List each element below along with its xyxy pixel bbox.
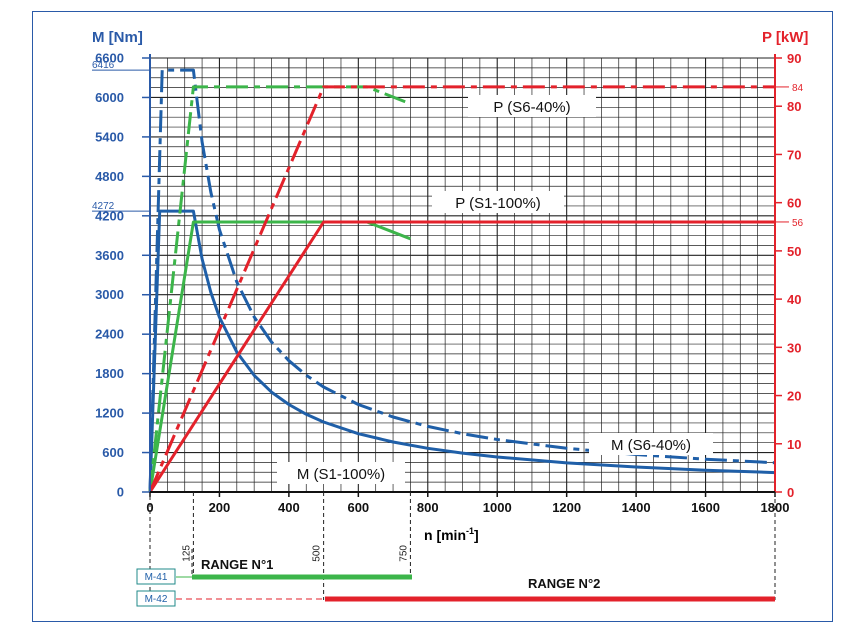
curve-label-p-s6-text: P (S6-40%) bbox=[493, 99, 570, 116]
series-red-dashdot bbox=[148, 85, 775, 493]
right-tick-label: 60 bbox=[787, 196, 801, 211]
curve-label-p-s1: P (S1-100%) bbox=[432, 191, 564, 213]
series-group bbox=[148, 68, 776, 493]
x-tick-label: 1000 bbox=[483, 500, 512, 515]
right-tick-label: 30 bbox=[787, 340, 801, 355]
x-tick-label: 800 bbox=[417, 500, 439, 515]
m41-badge-text: M-41 bbox=[145, 572, 168, 583]
x-tick-label: 600 bbox=[347, 500, 369, 515]
left-tick-label: 1200 bbox=[95, 406, 124, 421]
range1-label: RANGE N°1 bbox=[201, 557, 273, 572]
right-mark-label: 56 bbox=[792, 218, 804, 229]
left-tick-label: 2400 bbox=[95, 327, 124, 342]
curve-label-p-s6: P (S6-40%) bbox=[468, 95, 596, 117]
left-tick-label: 6600 bbox=[95, 51, 124, 66]
m41-badge bbox=[136, 568, 176, 585]
right-tick-label: 70 bbox=[787, 147, 801, 162]
right-tick-label: 0 bbox=[787, 485, 794, 500]
left-tick-label: 4800 bbox=[95, 169, 124, 184]
x-tick-label: 200 bbox=[209, 500, 231, 515]
x-mark-label: 125 bbox=[181, 545, 192, 562]
axes: 0600120018002400300036004200480054006000… bbox=[92, 51, 804, 600]
x-tick-label: 0 bbox=[146, 500, 153, 515]
curve-label-p-s1-text: P (S1-100%) bbox=[455, 195, 541, 212]
curve-label-m-s1: M (S1-100%) bbox=[277, 462, 405, 484]
left-axis-label: M [Nm] bbox=[92, 29, 143, 46]
x-mark-label: 750 bbox=[398, 545, 409, 562]
right-tick-label: 40 bbox=[787, 292, 801, 307]
series-red-solid bbox=[148, 220, 775, 493]
right-tick-label: 10 bbox=[787, 437, 801, 452]
ranges: M-41 M-42 RANGE N°1 RANGE N°2 bbox=[136, 496, 775, 607]
series-blue-solid bbox=[148, 209, 776, 493]
left-tick-label: 3600 bbox=[95, 248, 124, 263]
left-tick-label: 1800 bbox=[95, 366, 124, 381]
curve-label-m-s6: M (S6-40%) bbox=[589, 433, 713, 455]
curve-label-m-s1-text: M (S1-100%) bbox=[297, 466, 385, 483]
x-tick-label: 1200 bbox=[552, 500, 581, 515]
x-axis-label: n [min-1] bbox=[424, 526, 479, 543]
left-tick-label: 3000 bbox=[95, 287, 124, 302]
grid bbox=[149, 57, 776, 493]
right-axis-label: P [kW] bbox=[762, 29, 808, 46]
x-tick-label: 1600 bbox=[691, 500, 720, 515]
x-tick-label: 1400 bbox=[622, 500, 651, 515]
series-green-dashdot bbox=[148, 85, 411, 493]
x-tick-label: 400 bbox=[278, 500, 300, 515]
right-tick-label: 90 bbox=[787, 51, 801, 66]
range2-label: RANGE N°2 bbox=[528, 576, 600, 591]
left-tick-label: 600 bbox=[102, 445, 124, 460]
series-green-solid bbox=[148, 220, 411, 493]
left-tick-label: 0 bbox=[117, 485, 124, 500]
right-mark-label: 84 bbox=[792, 83, 804, 94]
curve-label-m-s6-text: M (S6-40%) bbox=[611, 437, 691, 454]
right-tick-label: 20 bbox=[787, 389, 801, 404]
m42-badge bbox=[136, 590, 176, 607]
left-tick-label: 5400 bbox=[95, 129, 124, 144]
page-border bbox=[32, 11, 833, 622]
left-mark-label: 6416 bbox=[92, 60, 115, 71]
left-tick-label: 4200 bbox=[95, 208, 124, 223]
left-mark-label: 4272 bbox=[92, 201, 115, 212]
right-tick-label: 50 bbox=[787, 244, 801, 259]
x-mark-label: 500 bbox=[312, 545, 323, 562]
m42-badge-text: M-42 bbox=[145, 594, 168, 605]
left-tick-label: 6000 bbox=[95, 90, 124, 105]
right-tick-label: 80 bbox=[787, 99, 801, 114]
